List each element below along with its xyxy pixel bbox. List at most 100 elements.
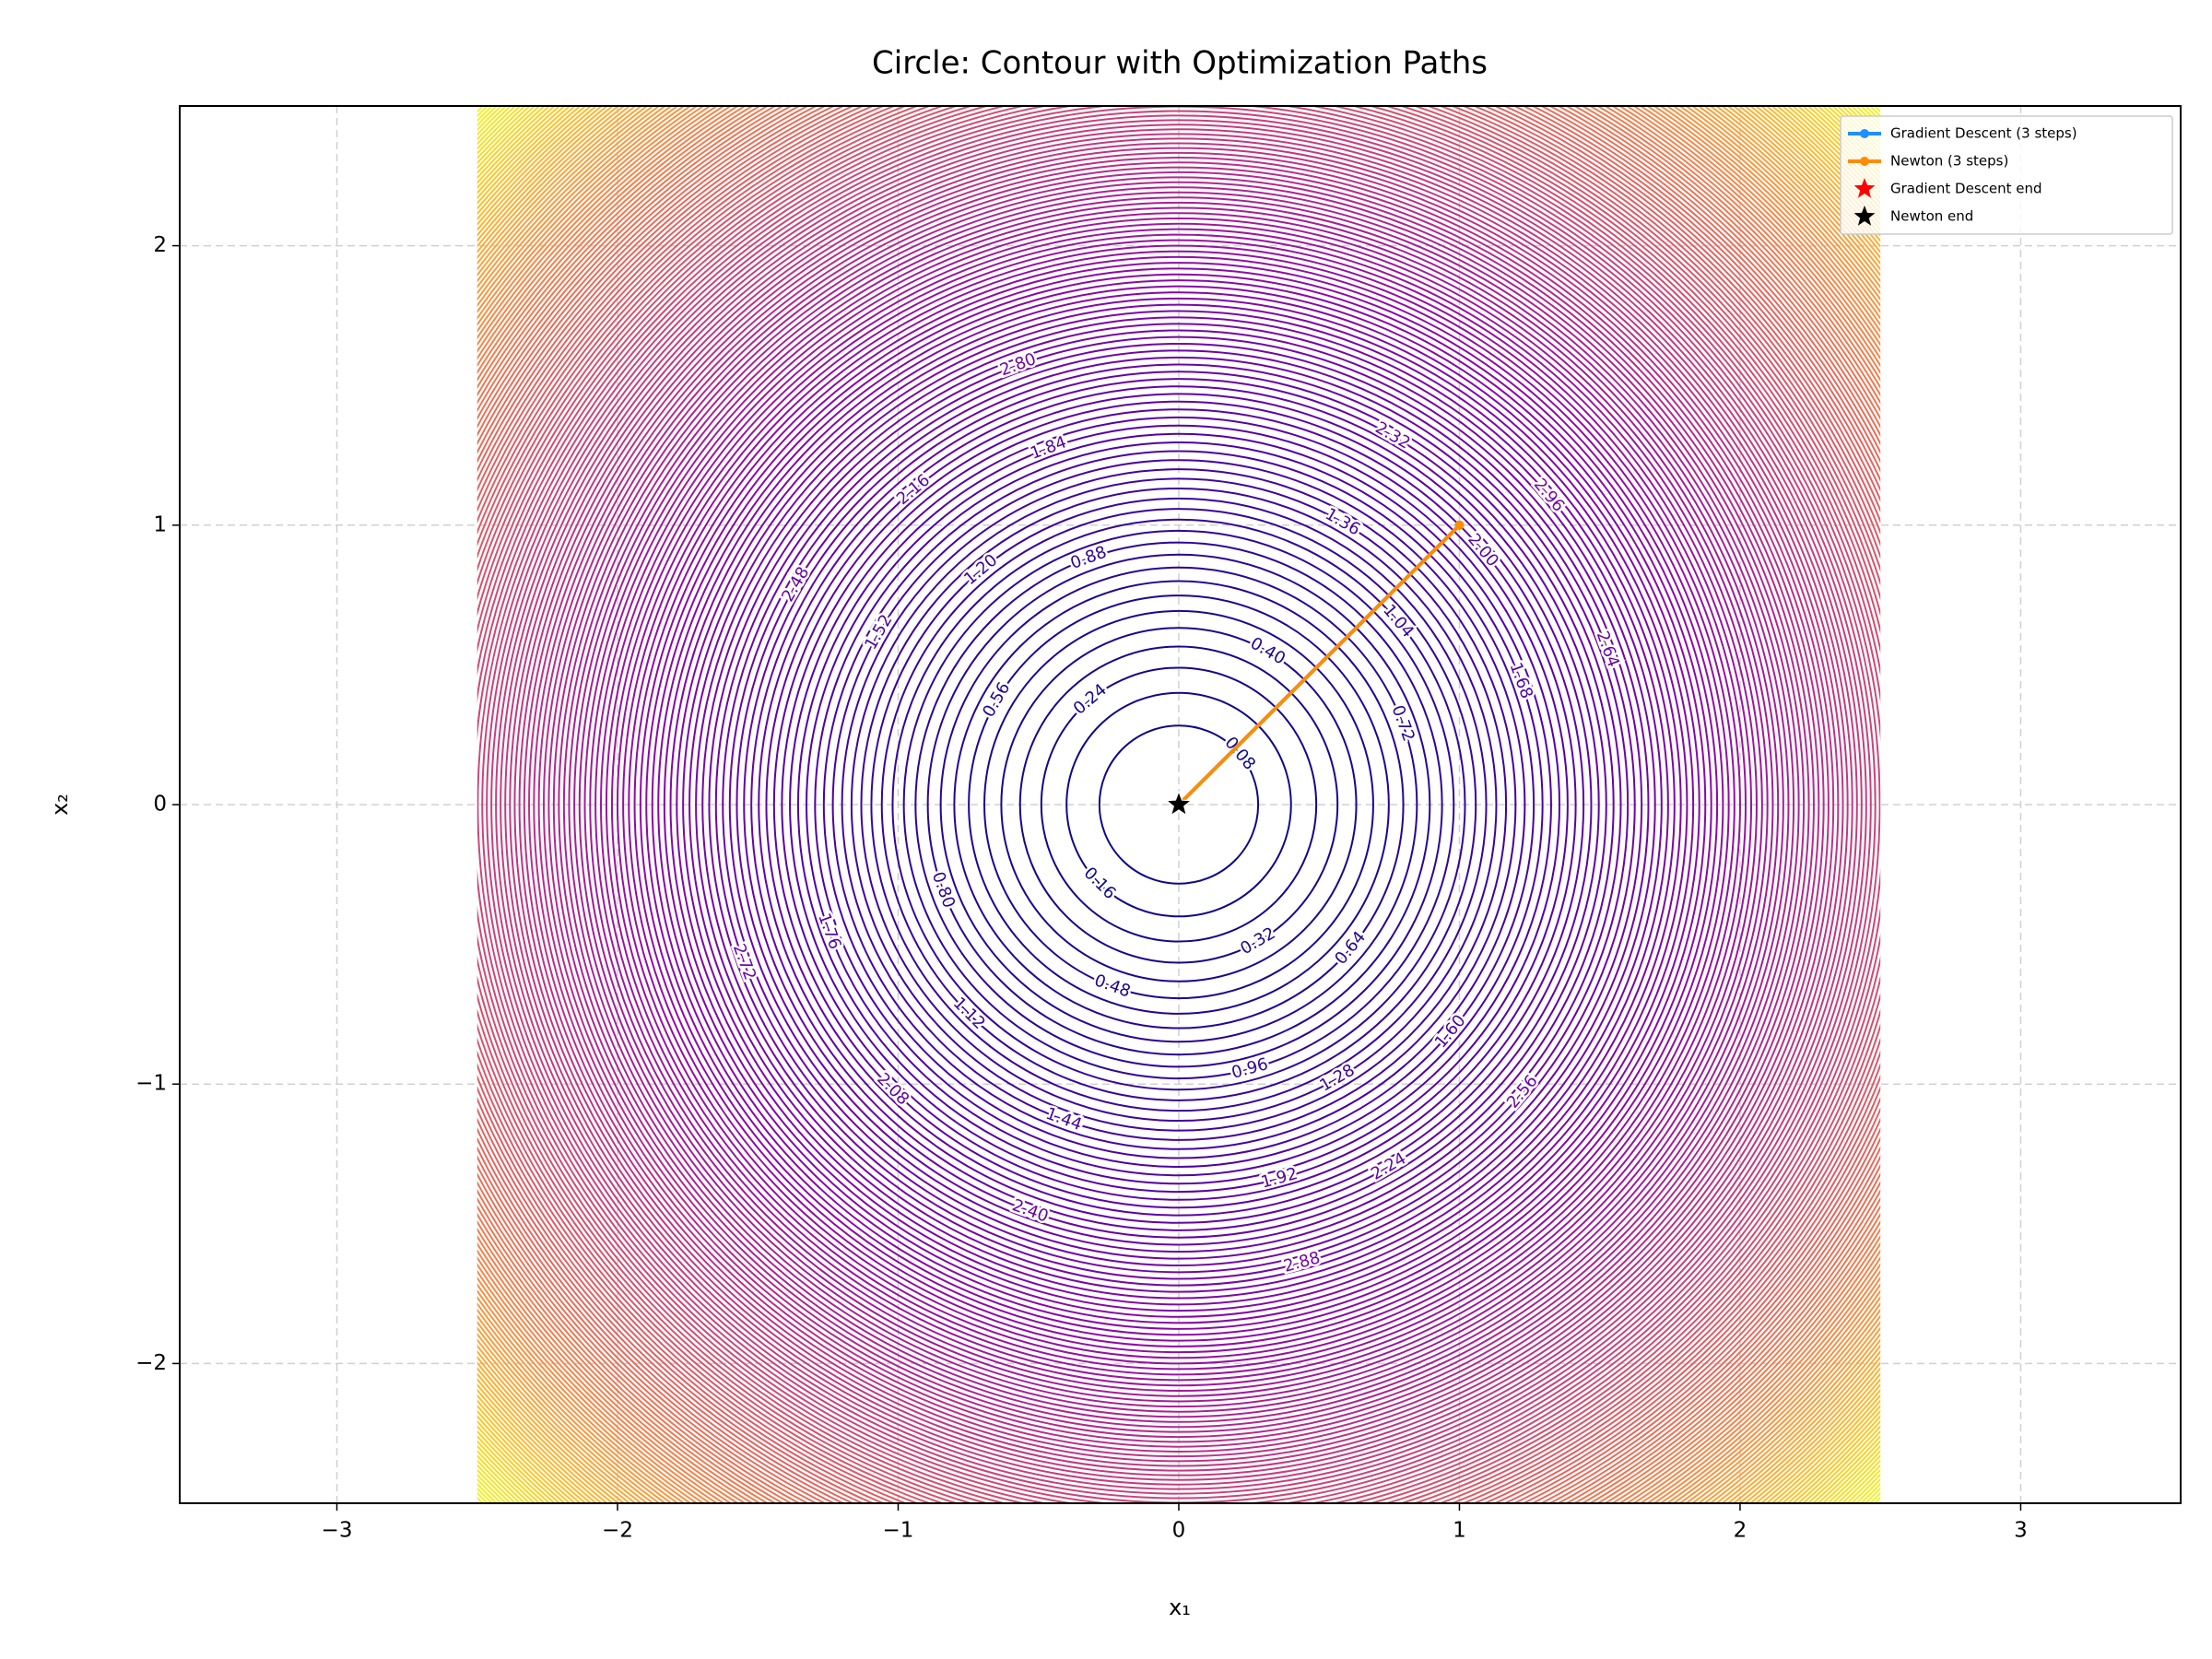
x-tick-label: 1: [1453, 1519, 1466, 1543]
contour-line: [891, 518, 1466, 1091]
contour-line: [552, 181, 1806, 1429]
contour-line: [870, 497, 1488, 1112]
contour-line: [622, 250, 1735, 1359]
contour-line: [562, 191, 1795, 1418]
contour-line: [1040, 666, 1318, 943]
y-tick-label: −2: [135, 1351, 167, 1375]
contour-line: [860, 487, 1498, 1123]
contour-line: [939, 566, 1418, 1043]
contour-line: [594, 222, 1763, 1387]
x-tick-label: 0: [1172, 1519, 1186, 1543]
contour-line: [822, 450, 1535, 1159]
contour-line: [765, 393, 1593, 1217]
contour-line: [599, 228, 1758, 1382]
contour-line: [708, 335, 1650, 1274]
x-tick-label: 3: [2014, 1519, 2028, 1543]
contour-line: [1000, 627, 1358, 982]
y-tick-label: 1: [153, 512, 167, 536]
contour-line: [669, 297, 1688, 1312]
contour-line: [1098, 724, 1260, 885]
contour-line: [533, 161, 1825, 1448]
path-point: [1454, 520, 1465, 530]
contour-line: [490, 119, 1867, 1490]
legend-label: Newton end: [1890, 208, 1973, 225]
contour-line: [722, 349, 1636, 1260]
x-tick-label: −1: [883, 1519, 914, 1543]
contour-line: [831, 459, 1526, 1150]
legend-label: Gradient Descent (3 steps): [1890, 125, 2077, 142]
contour-line: [714, 342, 1643, 1267]
contour-line: [605, 233, 1753, 1376]
contour-line: [688, 316, 1669, 1293]
contour-line: [814, 441, 1544, 1168]
contour-line: [880, 508, 1477, 1101]
contour-line: [547, 176, 1810, 1433]
contour-line: [542, 171, 1815, 1439]
contour-line: [633, 262, 1724, 1347]
contour-line: [583, 212, 1774, 1397]
contour-line: [628, 255, 1730, 1354]
contour-line: [758, 385, 1600, 1224]
contour-line: [558, 186, 1800, 1423]
legend-marker: [1860, 157, 1869, 166]
contour-line: [968, 594, 1390, 1015]
contour-line: [983, 609, 1374, 1000]
contour-line: [481, 110, 1877, 1500]
contour-line: [573, 201, 1784, 1408]
contour-line: [645, 273, 1712, 1336]
contour-line: [500, 128, 1858, 1481]
contour-line: [610, 239, 1747, 1371]
contour-line: [953, 580, 1405, 1030]
contour-line: [523, 151, 1835, 1458]
contour-line: [781, 408, 1577, 1201]
contour-line: [657, 285, 1700, 1324]
contour-line: [504, 133, 1853, 1477]
contour-line: [728, 356, 1630, 1253]
contour-line: [850, 477, 1508, 1132]
x-axis-label: x₁: [1169, 1594, 1191, 1620]
y-tick-label: 2: [153, 233, 167, 257]
contour-line: [789, 416, 1569, 1194]
contour-line: [750, 378, 1607, 1231]
x-tick-label: −2: [602, 1519, 633, 1543]
contour-line: [518, 147, 1840, 1463]
optimization-path: [1177, 524, 1461, 806]
end-marker: [1165, 790, 1193, 817]
x-tick-label: 2: [1734, 1519, 1747, 1543]
contour-line: [495, 124, 1863, 1486]
contour-line: [537, 166, 1820, 1443]
contour-line: [772, 400, 1585, 1209]
contour-line: [841, 468, 1517, 1141]
contour-line: [617, 244, 1741, 1365]
contour-line: [701, 329, 1656, 1280]
contour-line: [676, 303, 1682, 1306]
contour-line: [528, 157, 1830, 1453]
contour-line: [682, 310, 1676, 1300]
y-axis-label: x₂: [47, 794, 73, 816]
y-tick-label: −1: [135, 1072, 167, 1096]
contour-line: [806, 432, 1552, 1177]
contour-line: [1018, 645, 1339, 964]
legend-marker: [1860, 129, 1869, 138]
contour-line: [568, 196, 1790, 1413]
contour-line: [743, 371, 1615, 1239]
contour-line: [926, 553, 1431, 1056]
chart-title: Circle: Contour with Optimization Paths: [872, 45, 1488, 82]
legend-label: Gradient Descent end: [1890, 181, 2042, 197]
contour-line: [914, 541, 1443, 1068]
legend-box: [1840, 115, 2173, 235]
contour-line: [695, 323, 1663, 1287]
contour-line: [589, 218, 1769, 1392]
y-tick-label: 0: [153, 793, 167, 817]
x-tick-label: −3: [322, 1519, 353, 1543]
contour-line: [509, 137, 1849, 1472]
contour-line: [796, 424, 1561, 1185]
contour-line: [578, 206, 1780, 1403]
legend-marker: [1853, 178, 1876, 198]
contour-line: [639, 267, 1719, 1342]
contour-line: [735, 363, 1622, 1246]
contour-line: [1065, 691, 1292, 918]
contour-line: [663, 291, 1695, 1318]
contour-line: [902, 529, 1455, 1080]
